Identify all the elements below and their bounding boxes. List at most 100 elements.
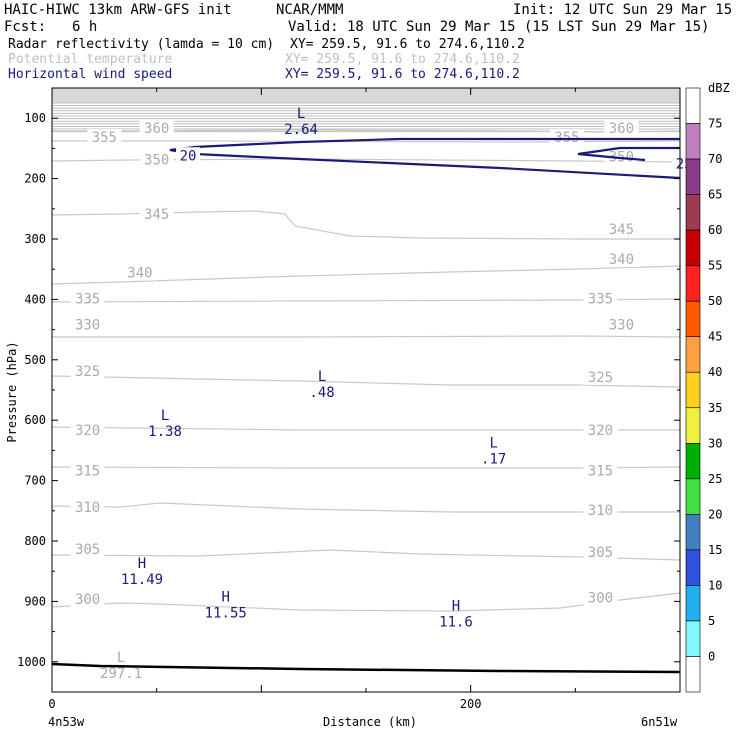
theta-label: 350 [144, 152, 169, 168]
theta-label: 325 [588, 370, 613, 386]
colorbar-segment [685, 265, 701, 302]
colorbar-segment [685, 585, 701, 622]
theta-label: 315 [588, 464, 613, 480]
wind-label-bg [176, 147, 201, 164]
theta-label-bg [604, 220, 639, 237]
theta-label-bg [70, 541, 105, 558]
theta-label: 315 [75, 464, 100, 480]
y-axis-label: Pressure (hPa) [5, 341, 19, 442]
extremum-type: H [138, 556, 146, 572]
wind-label: 20 [180, 148, 197, 164]
theta-340-contour [51, 265, 681, 285]
theta-label-bg [604, 148, 639, 165]
colorbar-label: 10 [708, 578, 722, 592]
x-axis-ticks: 0 200 [48, 88, 681, 711]
colorbar-label: 70 [708, 152, 722, 166]
extremum-value: 297.1 [100, 666, 142, 682]
extremum-value: 1.38 [148, 424, 182, 440]
theta-label-bg [70, 591, 105, 608]
theta-label-bg [583, 589, 618, 606]
wind-20-contour [169, 137, 681, 180]
theta-label: 305 [588, 545, 613, 561]
init-time: Init: 12 UTC Sun 29 Mar 15 [513, 2, 733, 18]
extremum-type: L [161, 408, 169, 424]
x-axis-label: Distance (km) [323, 715, 417, 729]
colorbar-unit: dBZ [708, 81, 730, 95]
y-tick-label: 700 [24, 474, 46, 488]
colorbar-segment [685, 194, 701, 231]
extremum-value: 2.64 [284, 122, 318, 138]
theta-label: 325 [75, 364, 100, 380]
wind-contours [169, 137, 681, 180]
y-tick-label: 600 [24, 413, 46, 427]
theta-label: 310 [75, 500, 100, 516]
colorbar-segment [685, 514, 701, 551]
theta-label: 340 [609, 252, 634, 268]
colorbar-segment [685, 123, 701, 160]
theta-label-bg [70, 462, 105, 479]
y-tick-label: 500 [24, 353, 46, 367]
colorbar-segment [685, 371, 701, 409]
extremum-value: 11.49 [121, 572, 163, 588]
colorbar-label: 55 [708, 259, 722, 273]
theta-330-contour [52, 335, 681, 338]
theta-label: 320 [588, 423, 613, 439]
theta-label: 300 [75, 592, 100, 608]
theta-label: 335 [588, 291, 613, 307]
theta-label: 330 [609, 317, 634, 333]
theta-label-bg [549, 129, 584, 146]
theta-320-contour [51, 426, 680, 431]
right-endpoint-label: 6n51w [641, 715, 678, 729]
colorbar-segment [685, 478, 701, 515]
center-name: NCAR/MMM [276, 2, 344, 18]
theta-label-bg [70, 422, 105, 439]
colorbar-segment [685, 620, 701, 657]
field-theta-xy: XY= 259.5, 91.6 to 274.6,110.2 [285, 52, 520, 67]
theta-335-contour [51, 298, 681, 303]
colorbar-segment [685, 336, 701, 373]
theta-355-contour [52, 140, 681, 143]
theta-label: 345 [609, 222, 634, 238]
theta-label: 340 [127, 265, 152, 281]
x-tick-label: 200 [460, 697, 482, 711]
forecast-hours: 6 h [72, 19, 98, 35]
colorbar-label: 30 [708, 436, 722, 450]
theta-label-bg [604, 251, 639, 268]
colorbar-label: 15 [708, 543, 722, 557]
extremum-type: H [222, 589, 230, 605]
theta-label-bg [70, 498, 105, 515]
theta-label: 305 [75, 542, 100, 558]
colorbar-label: 5 [708, 614, 715, 628]
theta-label-bg [122, 264, 157, 281]
theta-label-bg [583, 501, 618, 518]
theta-label: 360 [609, 121, 634, 137]
theta-label-bg [583, 462, 618, 479]
theta-label: 320 [75, 423, 100, 439]
extremum-value: 11.55 [205, 605, 247, 621]
y-tick-label: 400 [24, 292, 46, 306]
colorbar-segment [685, 549, 701, 586]
colorbar-label: 40 [708, 365, 722, 379]
theta-label: 330 [75, 317, 100, 333]
wind-25-contour [577, 146, 680, 162]
colorbar-segment [685, 300, 701, 338]
theta-label-bg [583, 422, 618, 439]
theta-label: 335 [75, 291, 100, 307]
theta-label-bg [583, 290, 618, 307]
extremum-value: 11.6 [439, 614, 473, 630]
theta-label-bg [139, 205, 174, 222]
theta-label: 300 [588, 590, 613, 606]
colorbar-label: 50 [708, 294, 722, 308]
theta-label-bg [139, 120, 174, 137]
theta-label-bg [583, 368, 618, 385]
theta-label-bg [87, 129, 122, 146]
theta-label-bg [70, 362, 105, 379]
colorbar-label: 35 [708, 401, 722, 415]
colorbar-label: 65 [708, 188, 722, 202]
extremum-type: L [489, 435, 497, 451]
theta-label-bg [139, 151, 174, 168]
colorbar-label: 45 [708, 330, 722, 344]
